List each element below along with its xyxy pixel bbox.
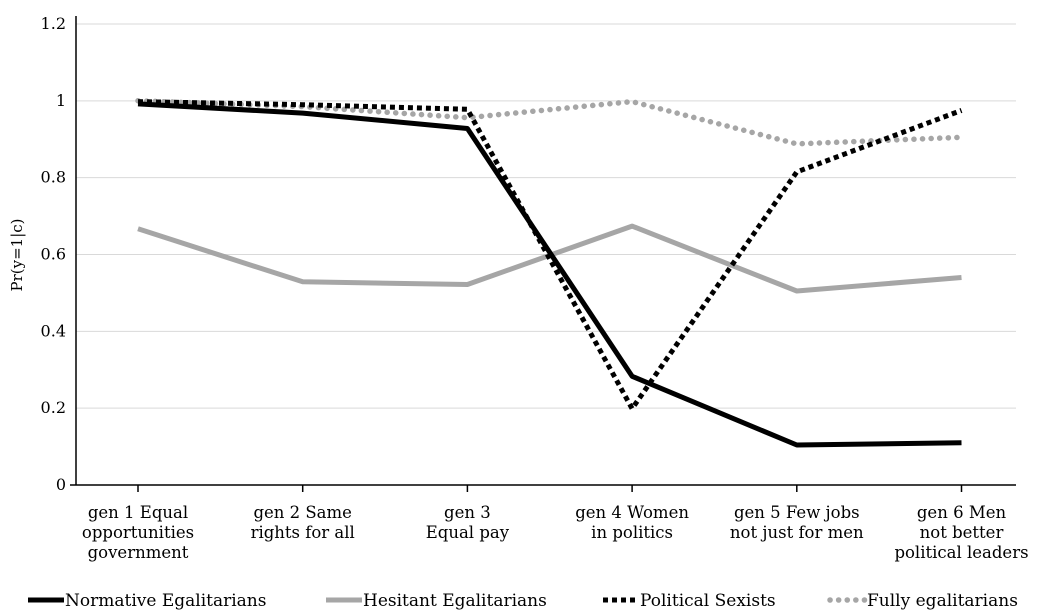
y-tick-label: 0.2: [41, 398, 66, 417]
x-tick-label: gen 5 Few jobs not just for men: [730, 503, 864, 542]
legend-item: Political Sexists: [603, 591, 776, 611]
series-line-normative-egalitarians: [137, 101, 962, 448]
x-tick-label: gen 4 Women in politics: [575, 503, 689, 542]
x-tick-label: gen 1 Equal opportunities government: [82, 503, 194, 562]
series-line-political-sexists: [137, 99, 963, 412]
axes: [70, 16, 1016, 492]
x-tick-label: gen 3 Equal pay: [426, 503, 510, 542]
y-tick-label: 1: [56, 91, 66, 110]
legend-item: Hesitant Egalitarians: [326, 591, 547, 611]
legend-label: Political Sexists: [640, 591, 776, 611]
legend-item: Fully egalitarians: [827, 591, 1018, 611]
series-lines: [135, 98, 965, 448]
series-line-fully-egalitarians: [135, 98, 965, 147]
legend-label: Normative Egalitarians: [65, 591, 266, 611]
y-tick-labels: 0 0.2 0.4 0.6 0.8 1 1.2: [41, 14, 66, 494]
x-category-labels: gen 1 Equal opportunities government gen 2 …: [82, 503, 1029, 562]
y-tick-label: 0.8: [41, 168, 66, 187]
legend-item: Normative Egalitarians: [28, 591, 266, 611]
legend: Normative Egalitarians Hesitant Egalitari…: [28, 591, 1018, 611]
y-axis-label: Pr(y=1|c): [8, 218, 26, 291]
y-tick-label: 0: [56, 475, 66, 494]
legend-label: Fully egalitarians: [867, 591, 1018, 611]
legend-label: Hesitant Egalitarians: [363, 591, 547, 611]
y-tick-label: 0.6: [41, 245, 66, 264]
y-tick-label: 0.4: [41, 321, 66, 340]
x-tick-label: gen 2 Same rights for all: [251, 503, 355, 542]
x-tick-label: gen 6 Men not better political leaders: [894, 503, 1028, 562]
y-tick-label: 1.2: [41, 14, 66, 33]
gridlines: [76, 23, 1016, 409]
